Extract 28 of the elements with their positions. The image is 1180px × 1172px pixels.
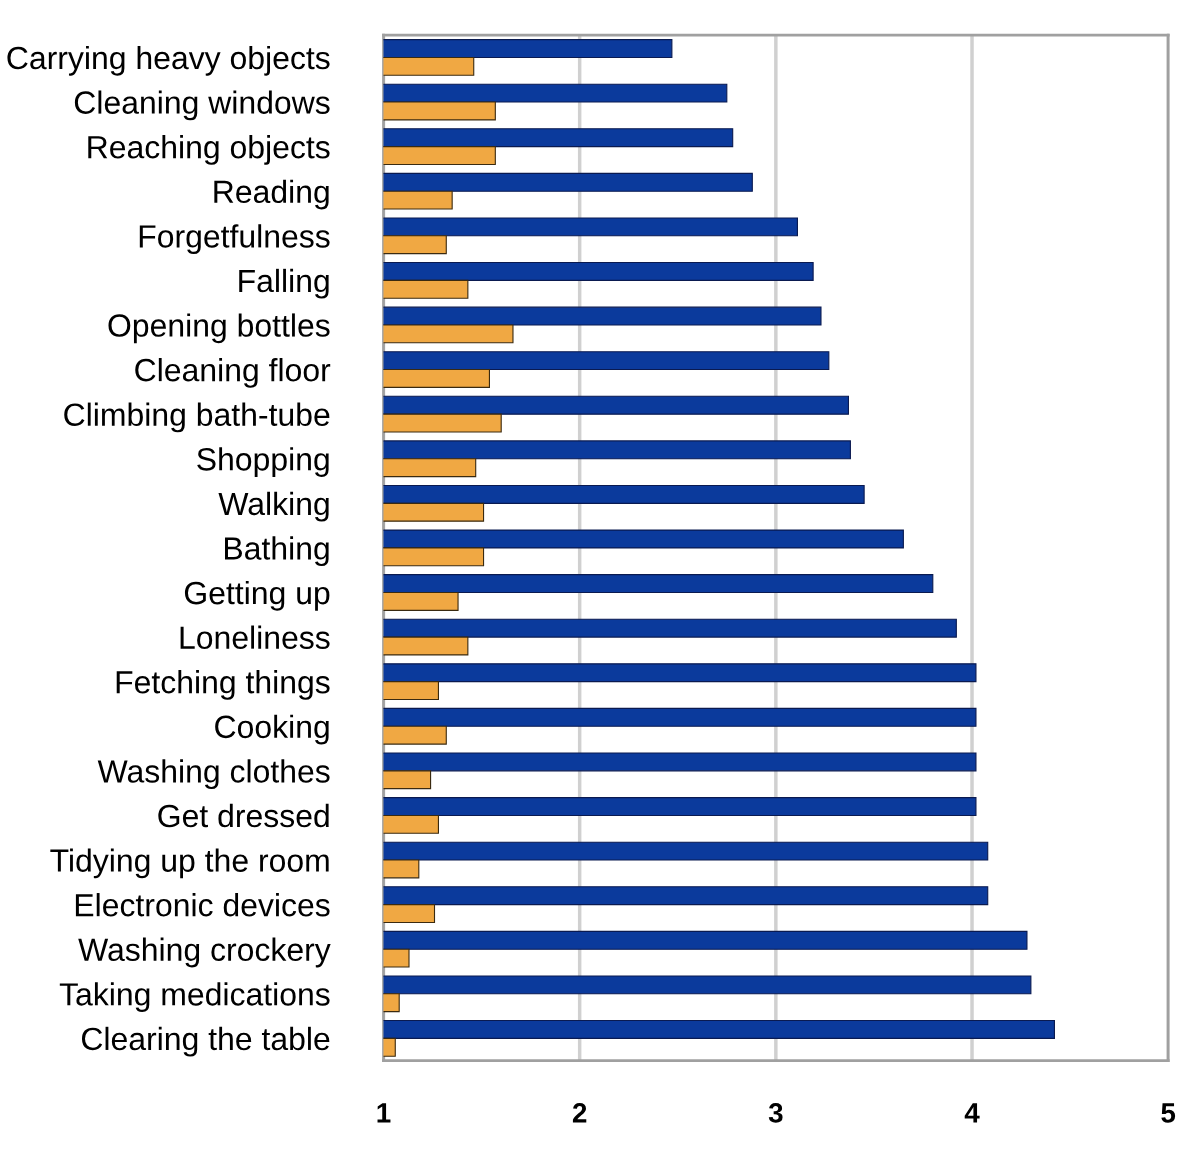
y-tick-label: Washing crockery xyxy=(78,937,331,968)
y-tick-label: Fetching things xyxy=(116,670,330,700)
y-tick-label: Forgetfulness xyxy=(139,224,330,254)
y-tick-label: Tidying up the room xyxy=(50,848,329,879)
x-tick-label: 3 xyxy=(768,1103,783,1123)
y-tick-label: Reaching objects xyxy=(88,135,330,165)
y-tick-label: Get dressed xyxy=(158,803,329,828)
y-tick-label: Walking xyxy=(218,491,329,522)
x-tick-label: 1 xyxy=(377,1103,391,1123)
y-tick-label: Reading xyxy=(214,179,329,210)
y-tick-label: Climbing bath-tube xyxy=(64,402,330,433)
y-tick-label: Opening bottles xyxy=(108,313,330,344)
y-tick-label: Cleaning windows xyxy=(74,90,330,121)
y-tick-label: Getting up xyxy=(184,580,330,611)
y-tick-label: Loneliness xyxy=(180,625,330,649)
y-tick-label: Carrying heavy objects xyxy=(7,45,330,76)
y-tick-label: Bathing xyxy=(225,536,329,567)
y-tick-label: Shopping xyxy=(197,447,329,477)
x-tick-label: 5 xyxy=(1161,1103,1176,1123)
y-tick-label: Cooking xyxy=(215,714,329,745)
x-tick-label: 2 xyxy=(572,1103,587,1123)
y-tick-label: Washing clothes xyxy=(97,759,330,790)
y-tick-label: Falling xyxy=(239,268,329,299)
x-tick-label: 4 xyxy=(964,1103,980,1123)
y-tick-label: Clearing the table xyxy=(81,1026,330,1057)
y-tick-label: Electronic devices xyxy=(75,893,330,917)
y-tick-label: Taking medications xyxy=(59,982,330,1012)
y-tick-label: Cleaning floor xyxy=(135,357,331,388)
